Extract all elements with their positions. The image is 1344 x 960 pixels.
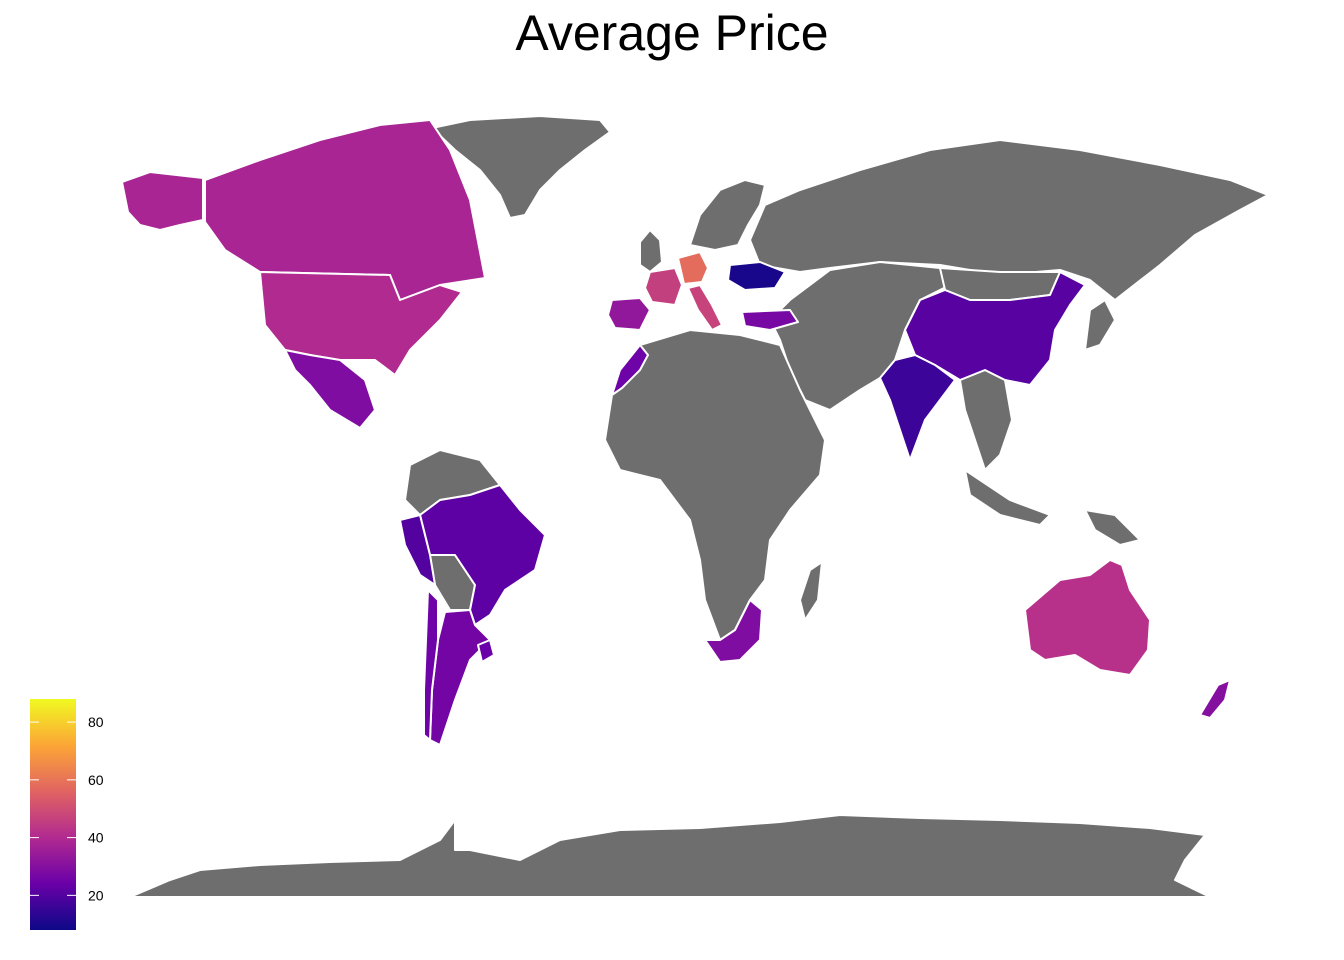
region-germany: [677, 251, 709, 285]
land-indonesia: [964, 469, 1051, 526]
legend-tick-label: 40: [88, 830, 104, 846]
region-chile: [423, 589, 439, 741]
region-peru: [399, 514, 436, 586]
land-scandinavia: [689, 179, 766, 251]
data-regions: [121, 119, 1231, 746]
land-uk: [639, 229, 663, 273]
legend-tick-label: 60: [88, 772, 104, 788]
land-madagascar: [799, 561, 823, 621]
no-data-land: [129, 115, 1269, 898]
map-title: Average Price: [515, 5, 829, 61]
region-australia: [1024, 559, 1151, 676]
region-mexico: [284, 349, 376, 429]
region-new-zealand: [1199, 679, 1231, 719]
land-papua: [1084, 509, 1141, 546]
legend-color-bar: [30, 699, 76, 930]
color-legend: 20 40 60 80: [30, 699, 104, 930]
region-ukraine: [727, 261, 786, 291]
land-japan: [1084, 299, 1116, 351]
region-alaska: [121, 171, 204, 231]
land-africa: [604, 329, 826, 641]
region-uruguay: [477, 639, 495, 663]
land-southeast-asia: [959, 369, 1013, 471]
region-turkey: [741, 309, 799, 331]
land-greenland: [431, 115, 611, 219]
region-italy: [687, 284, 723, 331]
legend-tick-label: 80: [88, 714, 104, 730]
region-spain: [607, 297, 651, 331]
legend-ticks: 20 40 60 80: [30, 714, 104, 903]
legend-tick-label: 20: [88, 887, 104, 903]
region-morocco: [611, 344, 649, 396]
region-brazil: [419, 484, 546, 626]
land-antarctica: [129, 814, 1211, 898]
region-india: [879, 354, 956, 461]
land-russia: [749, 139, 1269, 301]
region-south-africa: [704, 599, 763, 663]
region-canada: [204, 119, 486, 301]
region-china: [904, 271, 1086, 386]
region-france: [644, 267, 683, 306]
